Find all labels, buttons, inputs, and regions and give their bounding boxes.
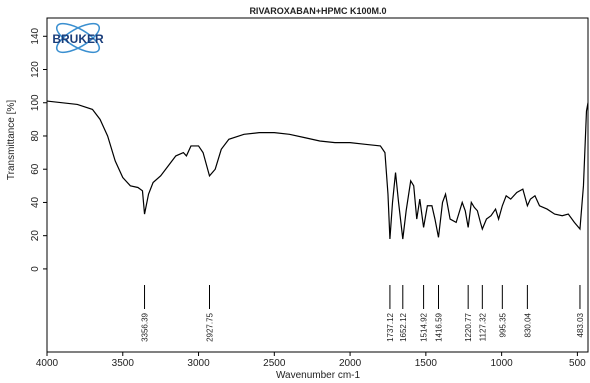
logo-text: BRUKER (52, 32, 104, 46)
y-tick-label: 80 (30, 130, 41, 142)
peak-label: 2927.75 (205, 312, 214, 341)
x-tick-label: 2000 (339, 358, 362, 369)
y-tick-label: 0 (30, 266, 41, 272)
x-tick-label: 1000 (490, 358, 513, 369)
peak-label: 1737.12 (386, 312, 395, 341)
x-axis-label: Wavenumber cm-1 (276, 370, 361, 381)
y-tick-label: 120 (30, 61, 41, 78)
x-tick-label: 3500 (112, 358, 135, 369)
y-tick-label: 20 (30, 230, 41, 242)
peak-label: 3356.39 (141, 312, 150, 341)
x-tick-label: 4000 (36, 358, 59, 369)
y-tick-label: 100 (30, 94, 41, 111)
peak-label: 483.03 (576, 312, 585, 337)
spectrum-line (46, 100, 589, 240)
x-tick-label: 2500 (263, 358, 286, 369)
peak-label: 1652.12 (399, 312, 408, 341)
y-tick-label: 60 (30, 163, 41, 175)
y-tick-label: 40 (30, 196, 41, 208)
y-axis-label: Transmittance [%] (6, 100, 17, 180)
peak-label: 1514.92 (420, 312, 429, 341)
x-tick-label: 3000 (187, 358, 210, 369)
x-tick-label: 1500 (415, 358, 438, 369)
plot-frame (46, 17, 589, 353)
peak-label: 830.04 (523, 312, 532, 337)
y-tick-label: 140 (30, 27, 41, 44)
x-tick-label: 500 (569, 358, 586, 369)
peak-label: 1220.77 (464, 312, 473, 341)
peak-label: 995.35 (498, 312, 507, 337)
logo: BRUKER (52, 22, 104, 54)
chart-title: RIVAROXABAN+HPMC K100M.0 (249, 6, 386, 16)
peak-label: 1127.32 (478, 312, 487, 341)
peak-label: 1416.59 (434, 312, 443, 341)
